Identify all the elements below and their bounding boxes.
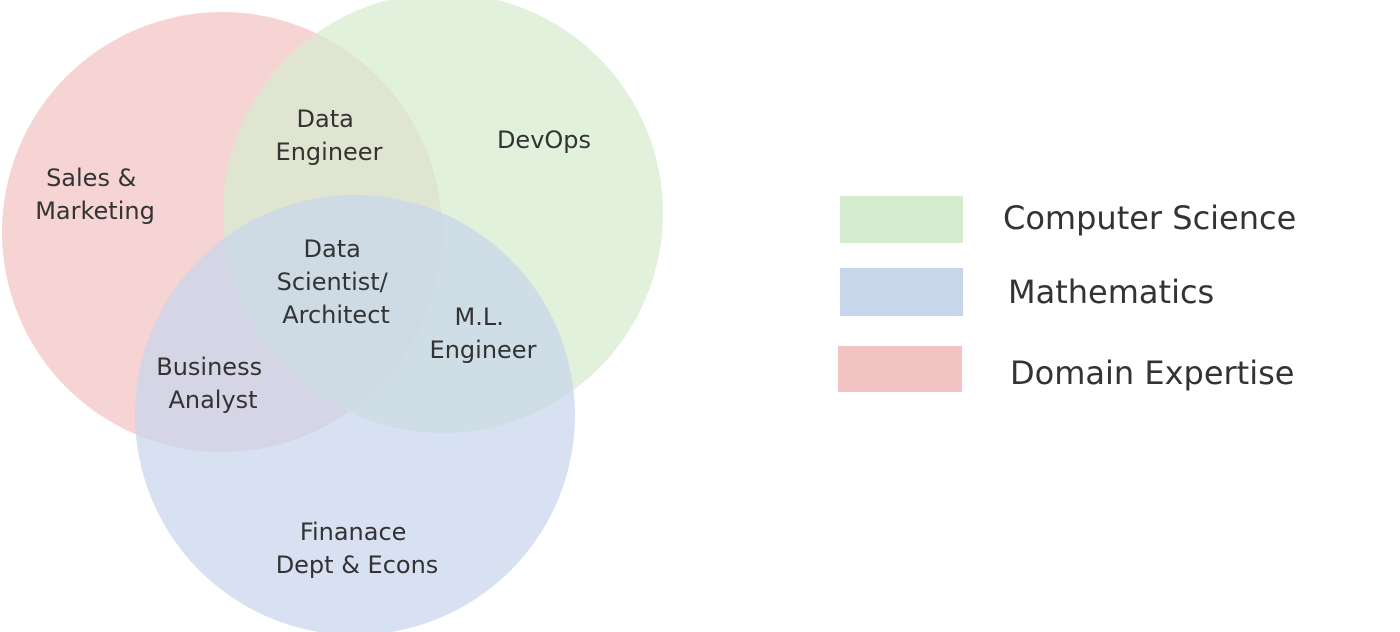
label-line: Data <box>297 105 354 133</box>
legend-label: Mathematics <box>1008 273 1214 311</box>
label-line: Analyst <box>168 386 257 414</box>
venn-circles <box>2 0 663 632</box>
label-data-engineer: Data Engineer <box>276 105 383 166</box>
label-line: M.L. <box>455 303 504 331</box>
legend-swatch <box>840 268 963 316</box>
legend-item-mathematics: Mathematics <box>840 268 1214 316</box>
legend-label: Computer Science <box>1003 199 1296 237</box>
legend-item-domain-expertise: Domain Expertise <box>838 346 1294 392</box>
label-line: Engineer <box>276 138 383 166</box>
label-line: Sales & <box>46 164 136 192</box>
legend: Computer Science Mathematics Domain Expe… <box>838 196 1296 392</box>
legend-swatch <box>840 196 963 243</box>
label-business-analyst: Business Analyst <box>156 353 269 414</box>
label-line: Dept & Econs <box>276 551 439 579</box>
label-line: Data <box>304 235 361 263</box>
region-labels: Sales & Marketing Data Engineer DevOps D… <box>35 105 591 579</box>
label-devops: DevOps <box>497 126 591 154</box>
label-line: Finanace <box>300 518 407 546</box>
label-line: Engineer <box>430 336 537 364</box>
label-line: DevOps <box>497 126 591 154</box>
legend-label: Domain Expertise <box>1010 354 1294 392</box>
label-line: Scientist/ <box>277 268 389 296</box>
label-data-scientist: Data Scientist/ Architect <box>277 235 396 329</box>
label-line: Architect <box>282 301 390 329</box>
label-finance: Finanace Dept & Econs <box>276 518 439 579</box>
legend-item-computer-science: Computer Science <box>840 196 1296 243</box>
label-sales-marketing: Sales & Marketing <box>35 164 155 225</box>
legend-swatch <box>838 346 962 392</box>
label-line: Marketing <box>35 197 155 225</box>
mathematics-circle <box>135 195 575 632</box>
label-ml-engineer: M.L. Engineer <box>430 303 537 364</box>
label-line: Business <box>156 353 262 381</box>
